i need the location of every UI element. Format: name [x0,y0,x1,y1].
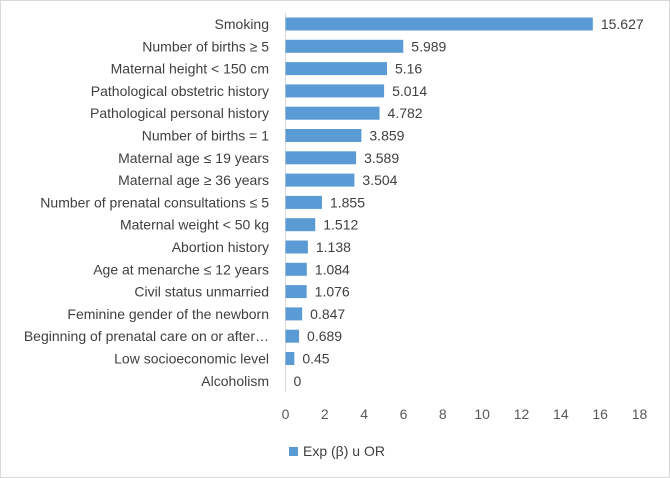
category-labels: Smoking Number of births ≥ 5 Maternal heig… [24,16,269,389]
data-label: 5.014 [392,83,427,99]
bar [285,173,355,187]
bar [285,151,357,165]
data-labels: 15.627 5.989 5.16 5.014 4.782 3.859 3.589 3.504… [294,16,644,389]
bar [285,106,380,120]
data-label: 0.45 [302,351,329,367]
category-label: Maternal age ≥ 36 years [118,172,269,188]
category-label: Feminine gender of the newborn [67,306,269,322]
data-label: 0.847 [310,306,345,322]
bar [285,195,322,209]
category-label: Age at menarche ≤ 12 years [93,261,269,277]
category-label: Pathological obstetric history [91,83,269,99]
category-label: Low socioeconomic level [114,351,269,367]
category-label: Number of prenatal consultations ≤ 5 [40,194,269,210]
category-label: Maternal height < 150 cm [111,61,269,77]
category-label: Civil status unmarried [134,284,269,300]
bar [285,129,362,142]
legend-swatch [289,447,298,456]
data-label: 1.512 [323,217,358,233]
x-tick-label: 12 [514,406,530,422]
data-label: 4.782 [388,105,423,121]
x-tick-label: 6 [400,406,408,422]
x-tick-label: 2 [321,406,329,422]
x-tick-label: 18 [632,406,648,422]
bar [285,39,404,53]
bar [285,218,316,232]
data-label: 3.589 [364,150,399,166]
category-label: Abortion history [172,239,269,255]
legend: Exp (β) u OR [289,443,385,459]
bar [285,262,307,276]
bars [285,17,593,365]
category-label: Maternal weight < 50 kg [120,217,269,233]
data-label: 0.689 [307,328,342,344]
data-label: 1.855 [330,194,365,210]
x-tick-label: 10 [474,406,490,422]
bar [285,307,303,321]
bar [285,352,295,365]
category-label: Number of births ≥ 5 [142,38,269,54]
category-label: Maternal age ≤ 19 years [118,150,269,166]
data-label: 5.989 [411,38,446,54]
category-label: Pathological personal history [90,105,269,121]
x-tick-label: 14 [553,406,569,422]
x-tick-label: 0 [282,406,290,422]
data-label: 5.16 [395,61,422,77]
data-label: 1.138 [316,239,351,255]
category-label: Number of births = 1 [142,128,269,144]
data-label: 15.627 [601,16,644,32]
bar [285,62,387,76]
legend-label: Exp (β) u OR [303,443,385,459]
x-tick-label: 4 [360,406,368,422]
bar [285,240,308,254]
bar [285,329,300,343]
x-tick-labels: 0 2 4 6 8 10 12 14 16 18 [282,406,648,422]
x-tick-label: 16 [592,406,608,422]
data-label: 3.504 [362,172,397,188]
category-label: Smoking [215,16,269,32]
bar [285,17,593,31]
data-label: 3.859 [369,128,404,144]
bar [285,84,385,98]
category-label: Alcoholism [201,373,269,389]
data-label: 1.076 [315,284,350,300]
category-label: Beginning of prenatal care on or after… [24,328,269,344]
data-label: 0 [294,373,302,389]
bar [285,285,307,299]
data-label: 1.084 [315,261,350,277]
x-tick-label: 8 [439,406,447,422]
